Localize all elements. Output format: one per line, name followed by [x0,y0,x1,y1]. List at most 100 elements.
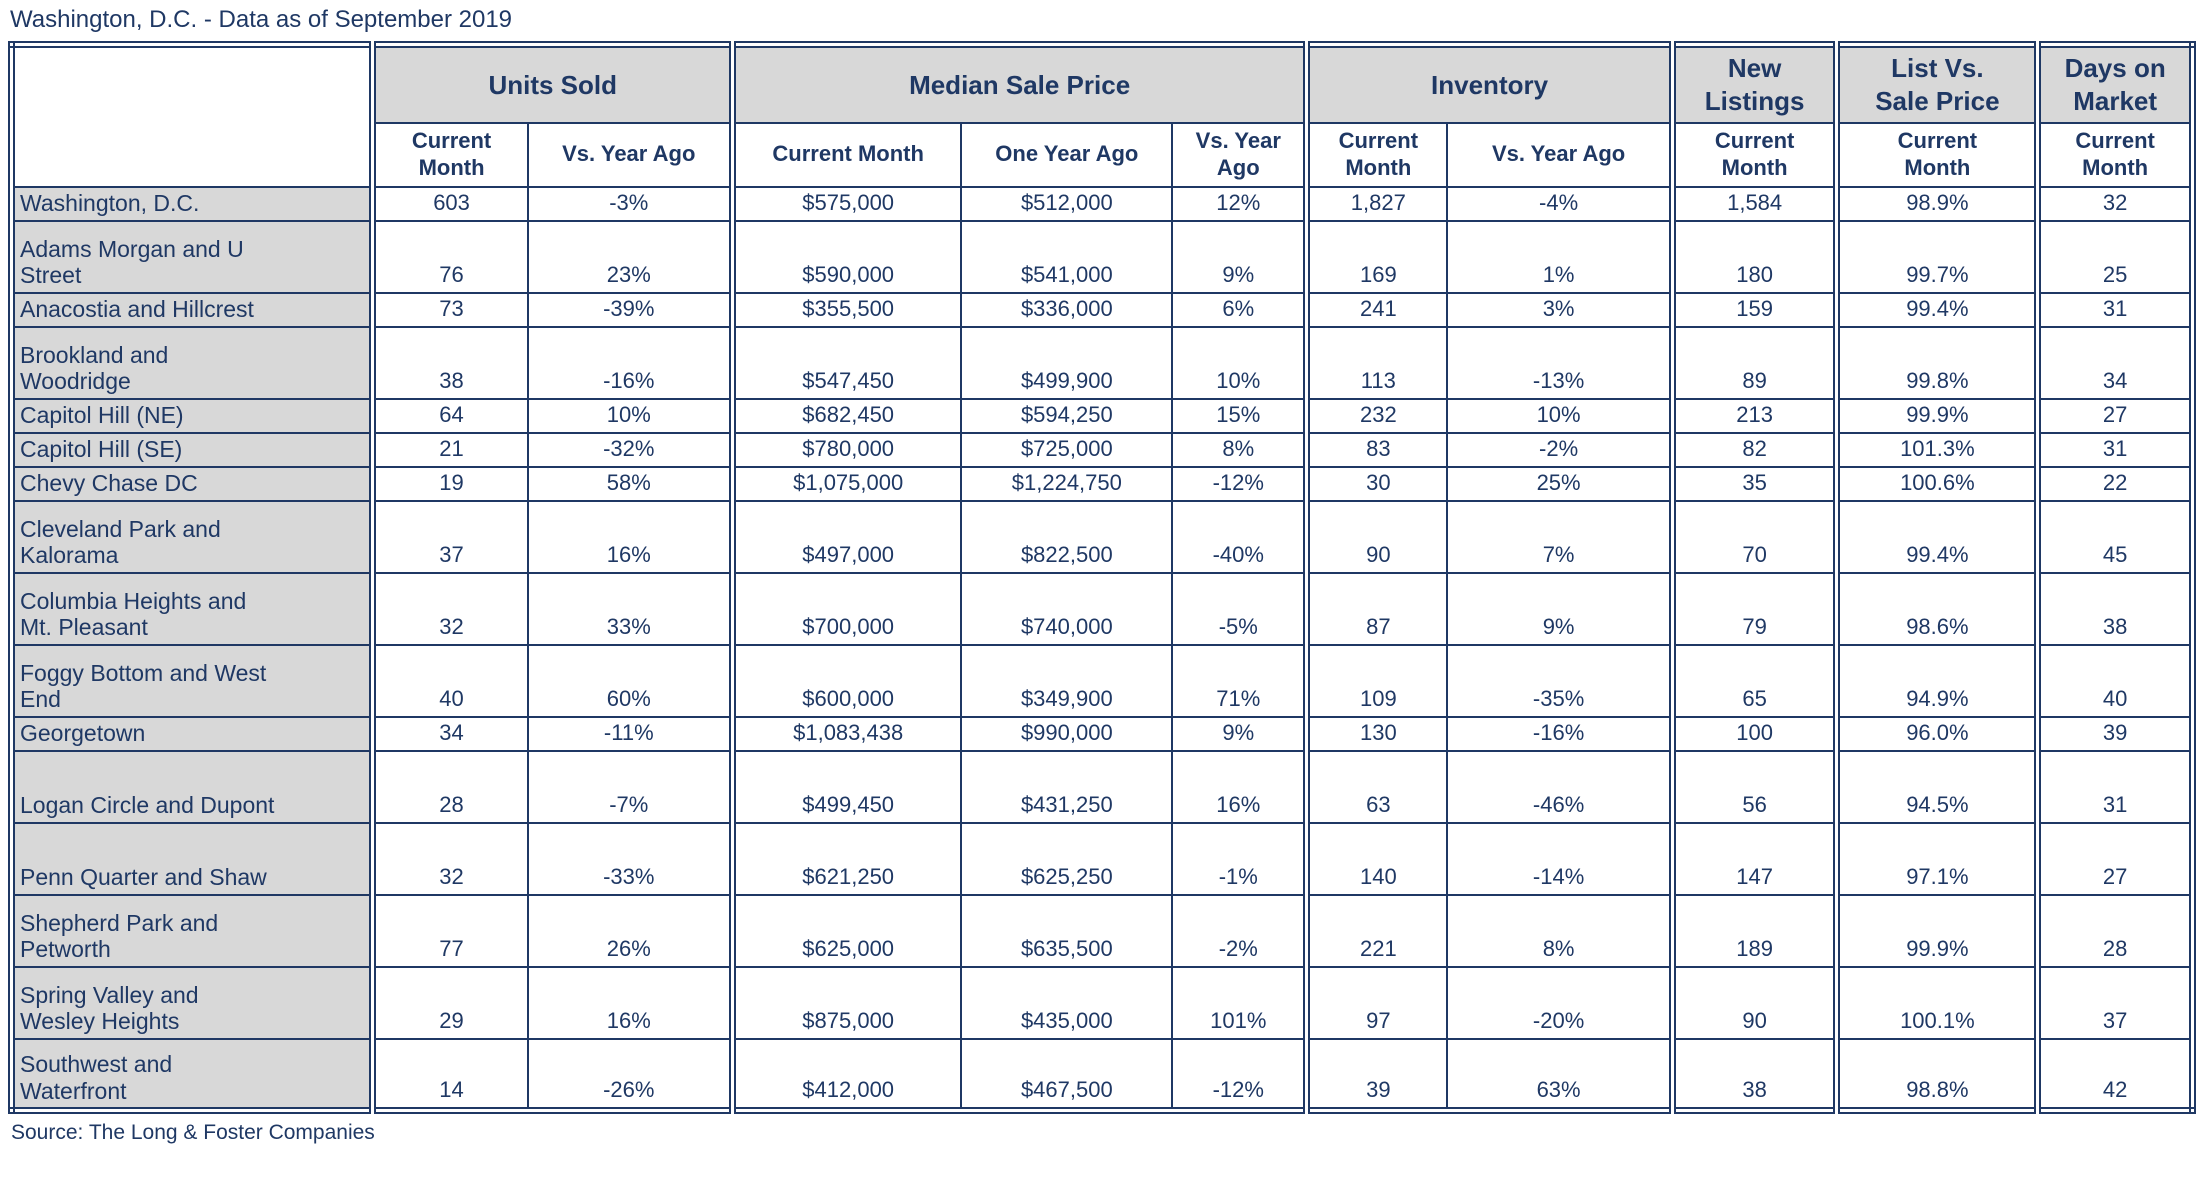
value-cell: $590,000 [728,219,963,294]
value-cell: -12% [1171,465,1308,502]
value-cell: 7% [1446,499,1674,574]
group-header-cell: List Vs. Sale Price [1833,43,2039,124]
row-label-cell: Washington, D.C. [10,185,374,222]
value-cell: -13% [1446,325,1674,400]
value-cell: 101.3% [1833,431,2039,468]
value-cell: 169 [1303,219,1449,294]
value-cell: 83 [1303,431,1449,468]
value-cell: 99.4% [1833,291,2039,328]
value-cell: 100 [1668,715,1838,752]
subheader-cell: Current Month [1833,121,2039,188]
value-cell: 180 [1668,219,1838,294]
table-row: Penn Quarter and Shaw 32 -33% $621,250 $625,… [10,821,2194,896]
value-cell: $990,000 [960,715,1174,752]
value-cell: -35% [1446,643,1674,718]
value-cell: -11% [526,715,734,752]
value-cell: $499,900 [960,325,1174,400]
value-cell: 73 [369,291,529,328]
value-cell: 98.8% [1833,1037,2039,1112]
value-cell: 8% [1171,431,1308,468]
value-cell: 99.9% [1833,397,2039,434]
value-cell: 42 [2034,1037,2194,1112]
row-label-cell: Anacostia and Hillcrest [10,291,374,328]
row-label-cell: Columbia Heights and Mt. Pleasant [10,571,374,646]
sub-header-row: Current Month Vs. Year Ago Current Month On… [12,121,2194,188]
value-cell: -32% [526,431,734,468]
value-cell: $541,000 [960,219,1174,294]
value-cell: 58% [526,465,734,502]
value-cell: 109 [1303,643,1449,718]
value-cell: -14% [1446,821,1674,896]
value-cell: 15% [1171,397,1308,434]
table-row: Capitol Hill (SE) 21 -32% $780,000 $725,000 8… [10,431,2194,468]
value-cell: -2% [1446,431,1674,468]
row-label-cell: Brookland and Woodridge [10,325,374,400]
row-label-cell: Logan Circle and Dupont [10,749,374,824]
value-cell: 98.9% [1833,185,2039,222]
value-cell: 32 [369,821,529,896]
group-header-cell: Units Sold [369,43,734,124]
table-row: Washington, D.C. 603 -3% $575,000 $512,000 12… [10,185,2194,222]
table-row: Capitol Hill (NE) 64 10% $682,450 $594,250 15… [10,397,2194,434]
value-cell: 241 [1303,291,1449,328]
value-cell: 147 [1668,821,1838,896]
value-cell: 28 [369,749,529,824]
table-row: Logan Circle and Dupont 28 -7% $499,450 $431… [10,749,2194,824]
value-cell: -1% [1171,821,1308,896]
subheader-cell: Vs. Year Ago [526,121,734,188]
value-cell: 90 [1303,499,1449,574]
value-cell: 16% [1171,749,1308,824]
report-page: Washington, D.C. - Data as of September … [8,6,2196,1144]
subheader-cell: Current Month [1668,121,1838,188]
value-cell: 31 [2034,291,2194,328]
table-row: Cleveland Park and Kalorama 37 16% $497,000… [10,499,2194,574]
value-cell: 32 [2034,185,2194,222]
table-row: Shepherd Park and Petworth 77 26% $625,000 $… [10,893,2194,968]
value-cell: $336,000 [960,291,1174,328]
value-cell: -20% [1446,965,1674,1040]
value-cell: $700,000 [728,571,963,646]
value-cell: 27 [2034,397,2194,434]
value-cell: -16% [526,325,734,400]
value-cell: 26% [526,893,734,968]
value-cell: 34 [2034,325,2194,400]
value-cell: 189 [1668,893,1838,968]
value-cell: 37 [2034,965,2194,1040]
value-cell: 39 [2034,715,2194,752]
value-cell: 130 [1303,715,1449,752]
value-cell: 94.5% [1833,749,2039,824]
value-cell: 79 [1668,571,1838,646]
value-cell: -2% [1171,893,1308,968]
value-cell: 100.1% [1833,965,2039,1040]
value-cell: $635,500 [960,893,1174,968]
value-cell: 9% [1446,571,1674,646]
value-cell: $682,450 [728,397,963,434]
value-cell: 63% [1446,1037,1674,1112]
value-cell: $349,900 [960,643,1174,718]
value-cell: 89 [1668,325,1838,400]
subheader-cell: Vs. Year Ago [1446,121,1674,188]
value-cell: -33% [526,821,734,896]
value-cell: 38 [2034,571,2194,646]
value-cell: -46% [1446,749,1674,824]
value-cell: 16% [526,965,734,1040]
value-cell: 65 [1668,643,1838,718]
value-cell: 60% [526,643,734,718]
value-cell: $512,000 [960,185,1174,222]
value-cell: $1,075,000 [728,465,963,502]
value-cell: $1,224,750 [960,465,1174,502]
source-note: Source: The Long & Foster Companies [11,1121,375,1144]
value-cell: 33% [526,571,734,646]
row-label-cell: Adams Morgan and U Street [10,219,374,294]
value-cell: 35 [1668,465,1838,502]
value-cell: -7% [526,749,734,824]
value-cell: 12% [1171,185,1308,222]
table-row: Foggy Bottom and West End 40 60% $600,000 $3… [10,643,2194,718]
value-cell: 8% [1446,893,1674,968]
value-cell: 1,827 [1303,185,1449,222]
subheader-cell: Current Month [1303,121,1449,188]
row-label-cell: Cleveland Park and Kalorama [10,499,374,574]
value-cell: $725,000 [960,431,1174,468]
table-header: Units Sold Median Sale Price Inventory New … [10,43,2194,188]
value-cell: 99.7% [1833,219,2039,294]
